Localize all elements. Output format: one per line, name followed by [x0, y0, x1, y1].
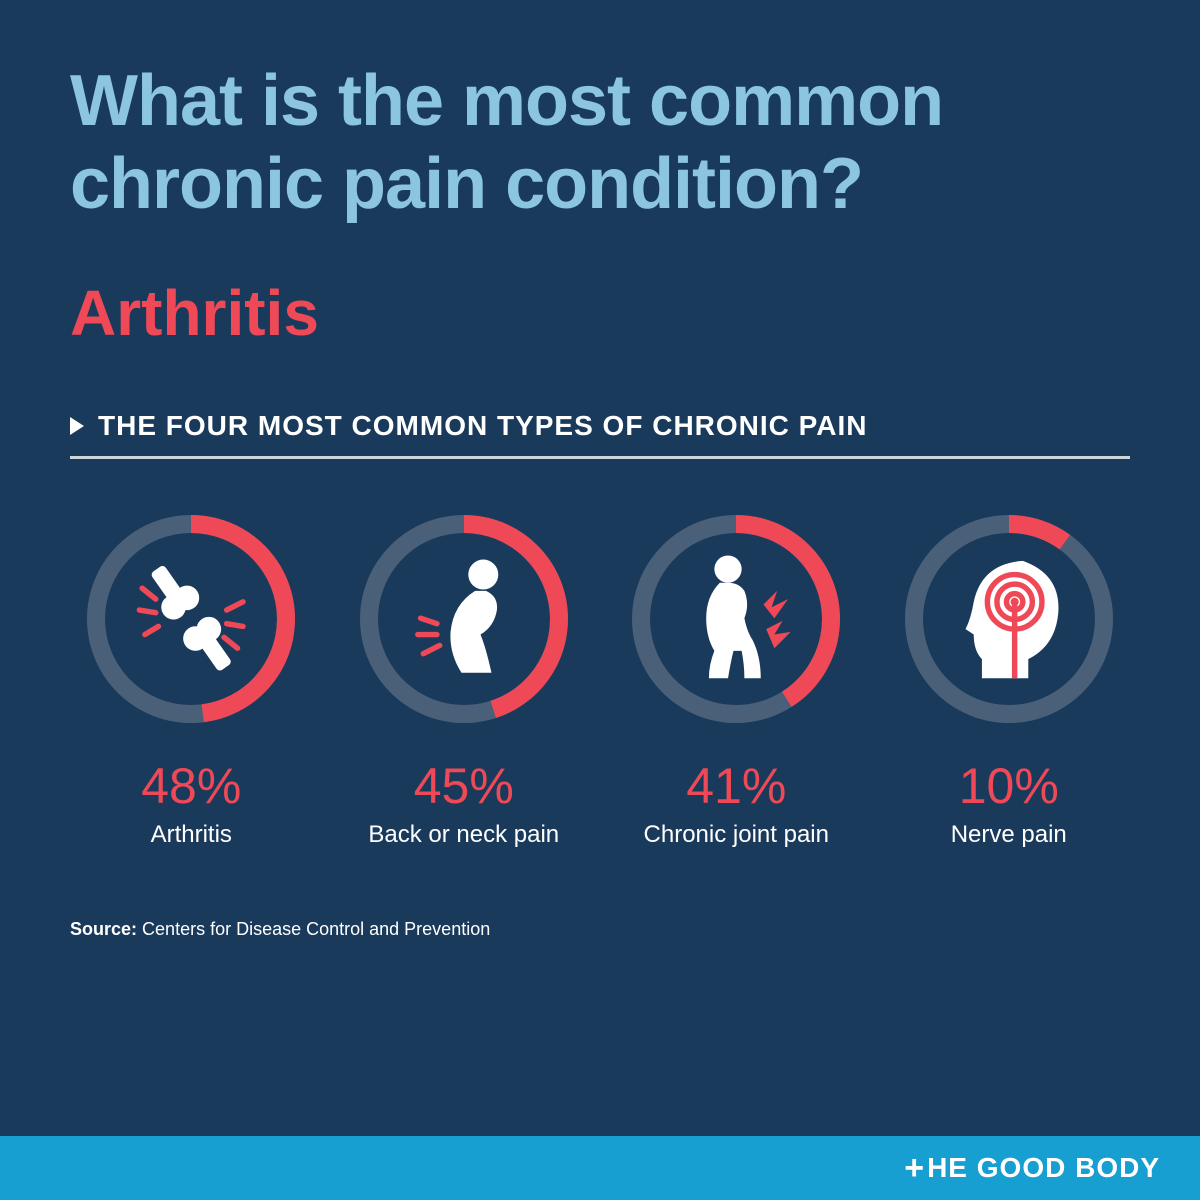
joint-icon: [81, 509, 301, 729]
subheading: THE FOUR MOST COMMON TYPES OF CHRONIC PA…: [98, 410, 867, 442]
source-line: Source: Centers for Disease Control and …: [70, 919, 1130, 940]
percent-value: 41%: [686, 757, 786, 815]
progress-ring: [626, 509, 846, 729]
progress-ring: [899, 509, 1119, 729]
progress-ring: [81, 509, 301, 729]
percent-value: 48%: [141, 757, 241, 815]
percent-value: 45%: [414, 757, 514, 815]
source-text: Centers for Disease Control and Preventi…: [142, 919, 490, 939]
answer-text: Arthritis: [70, 276, 1130, 350]
brand-text: HE GOOD BODY: [927, 1152, 1160, 1184]
triangle-icon: [70, 417, 84, 435]
plus-icon: +: [904, 1151, 925, 1185]
source-label: Source:: [70, 919, 137, 939]
subheading-row: THE FOUR MOST COMMON TYPES OF CHRONIC PA…: [70, 410, 1130, 459]
knee-icon: [626, 509, 846, 729]
chart-item: 45% Back or neck pain: [343, 509, 586, 849]
chart-label: Chronic joint pain: [644, 821, 829, 849]
percent-value: 10%: [959, 757, 1059, 815]
footer-bar: + HE GOOD BODY: [0, 1136, 1200, 1200]
chart-item: 41% Chronic joint pain: [615, 509, 858, 849]
page-title: What is the most common chronic pain con…: [70, 60, 1130, 226]
nerve-icon: [899, 509, 1119, 729]
chart-label: Nerve pain: [951, 821, 1067, 849]
charts-container: 48% Arthritis 45% Back or neck pain: [70, 509, 1130, 849]
back-icon: [354, 509, 574, 729]
chart-item: 10% Nerve pain: [888, 509, 1131, 849]
brand-logo: + HE GOOD BODY: [904, 1151, 1160, 1185]
progress-ring: [354, 509, 574, 729]
chart-item: 48% Arthritis: [70, 509, 313, 849]
chart-label: Back or neck pain: [368, 821, 559, 849]
chart-label: Arthritis: [151, 821, 232, 849]
main-panel: What is the most common chronic pain con…: [0, 0, 1200, 1136]
